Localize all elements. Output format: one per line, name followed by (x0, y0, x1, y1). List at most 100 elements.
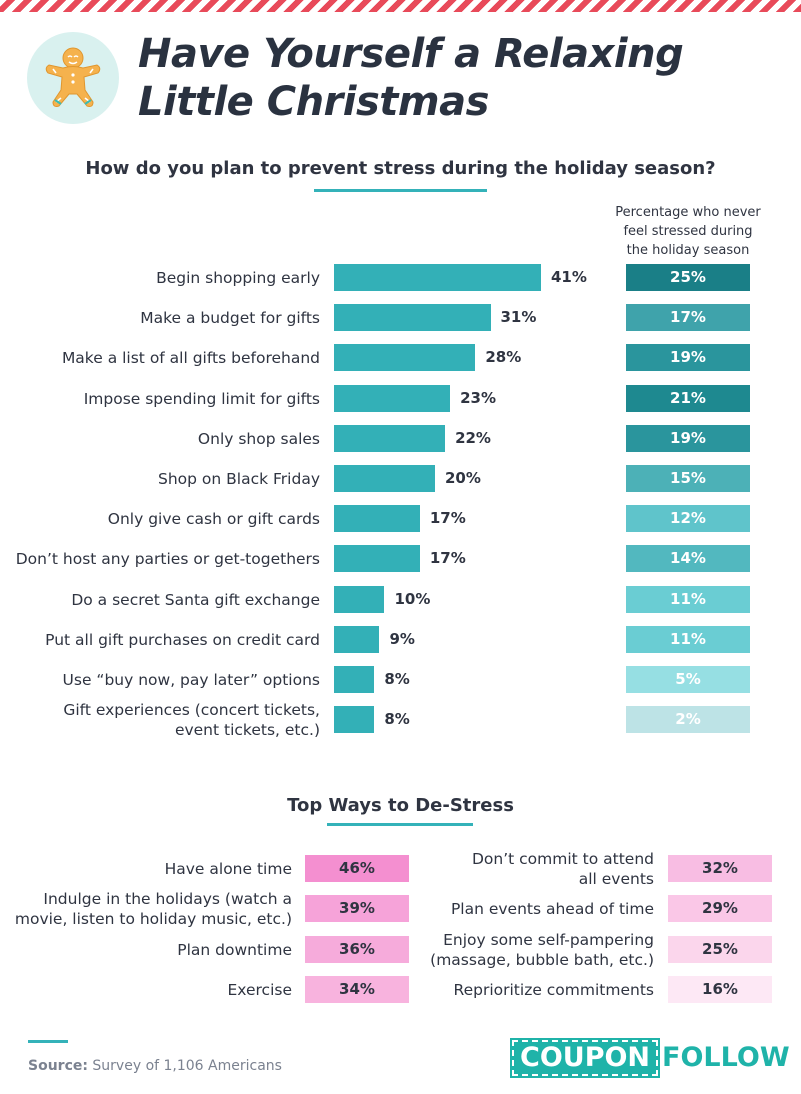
category-label: Only shop sales (198, 429, 320, 449)
category-label: Gift experiences (concert tickets, event … (63, 700, 320, 740)
destress-label-line: Have alone time (164, 859, 292, 878)
bar (334, 344, 476, 371)
never-stressed-value: 12% (626, 505, 750, 532)
brand-coupon: COUPON (509, 1038, 661, 1078)
never-stressed-value: 19% (626, 344, 750, 371)
subtitle-underline (314, 189, 487, 192)
destress-value: 34% (305, 976, 409, 1003)
category-label: Begin shopping early (156, 268, 320, 288)
bar (334, 706, 375, 733)
bar (334, 545, 420, 572)
never-stressed-value: 15% (626, 465, 750, 492)
category-label-line: Impose spending limit for gifts (83, 389, 320, 408)
bar (334, 385, 451, 412)
category-label: Make a budget for gifts (140, 308, 320, 328)
category-label-line: Shop on Black Friday (158, 469, 320, 488)
couponfollow-logo: COUPON FOLLOW (509, 1038, 790, 1078)
gingerbread-man-icon (45, 47, 101, 107)
title-line-1: Have Yourself a Relaxing (138, 31, 684, 77)
destress-value: 46% (305, 855, 409, 882)
never-stressed-value: 2% (626, 706, 750, 733)
destress-label-line: Exercise (227, 980, 293, 999)
destress-label-line: Plan events ahead of time (450, 899, 654, 918)
category-label-line: Do a secret Santa gift exchange (71, 590, 320, 609)
category-label: Shop on Black Friday (158, 469, 320, 489)
never-stressed-value: 21% (626, 385, 750, 412)
bar-value-label: 28% (485, 348, 522, 366)
category-label-line: Gift experiences (concert tickets, (63, 700, 320, 719)
never-stressed-value: 11% (626, 586, 750, 613)
never-stressed-value: 25% (626, 264, 750, 291)
right-header-line-2: feel stressed during (623, 224, 753, 239)
destress-label: Exercise (228, 980, 293, 1000)
bar-value-label: 23% (460, 389, 497, 407)
category-label: Put all gift purchases on credit card (45, 630, 320, 650)
right-column-header: Percentage who never feel stressed durin… (606, 203, 770, 260)
destress-label: Plan downtime (177, 940, 292, 960)
destress-underline (327, 823, 473, 826)
page-title: Have Yourself a Relaxing Little Christma… (138, 30, 758, 126)
bar (334, 304, 491, 331)
bar (334, 666, 375, 693)
bar-value-label: 8% (384, 670, 410, 688)
source-label: Source: (28, 1058, 88, 1074)
category-label-line: Don’t host any parties or get-togethers (15, 549, 320, 568)
bar-value-label: 22% (455, 429, 491, 447)
destress-label-line: Plan downtime (177, 940, 292, 959)
destress-value: 29% (668, 895, 772, 922)
category-label-line: Begin shopping early (156, 268, 320, 287)
category-label-line: Make a list of all gifts beforehand (61, 348, 320, 367)
chart-subtitle: How do you plan to prevent stress during… (85, 158, 716, 179)
right-header-line-3: the holiday season (626, 243, 750, 258)
source-text: Survey of 1,106 Americans (87, 1058, 282, 1074)
destress-label-line: all events (578, 869, 654, 888)
destress-value: 32% (668, 855, 772, 882)
destress-label: Indulge in the holidays (watch a movie, l… (15, 889, 292, 929)
never-stressed-value: 19% (626, 425, 750, 452)
destress-label-line: movie, listen to holiday music, etc.) (14, 909, 292, 928)
candy-stripe-border (0, 0, 801, 12)
bar-value-label: 10% (394, 590, 431, 608)
category-label-line: event tickets, etc.) (174, 720, 320, 739)
category-label: Use “buy now, pay later” options (63, 670, 320, 690)
bar-value-label: 17% (429, 509, 466, 527)
bar-value-label: 17% (429, 549, 466, 567)
category-label-line: Use “buy now, pay later” options (62, 670, 320, 689)
bar-value-label: 8% (384, 710, 410, 728)
bar-value-label: 9% (389, 630, 415, 648)
title-line-2: Little Christmas (138, 79, 489, 125)
destress-label: Plan events ahead of time (451, 899, 654, 919)
bar-value-label: 41% (551, 268, 587, 286)
category-label: Do a secret Santa gift exchange (71, 590, 320, 610)
destress-label: Reprioritize commitments (454, 980, 654, 1000)
bar-value-label: 31% (500, 308, 537, 326)
never-stressed-value: 5% (626, 666, 750, 693)
destress-value: 39% (305, 895, 409, 922)
destress-label-line: Don’t commit to attend (471, 849, 654, 868)
source-note: Source: Survey of 1,106 Americans (28, 1058, 282, 1074)
bar (334, 586, 385, 613)
right-header-line-1: Percentage who never (615, 205, 761, 220)
category-label: Make a list of all gifts beforehand (62, 348, 320, 368)
category-label: Don’t host any parties or get-togethers (16, 549, 320, 569)
source-accent-line (28, 1040, 68, 1043)
destress-value: 36% (305, 936, 409, 963)
destress-label: Have alone time (165, 859, 292, 879)
destress-label-line: Enjoy some self-pampering (443, 930, 654, 949)
bar (334, 264, 541, 291)
category-label: Only give cash or gift cards (108, 509, 320, 529)
logo-badge (27, 32, 119, 124)
destress-label-line: (massage, bubble bath, etc.) (430, 950, 654, 969)
category-label-line: Put all gift purchases on credit card (45, 630, 320, 649)
destress-label: Don’t commit to attend all events (472, 849, 654, 889)
destress-title: Top Ways to De-Stress (287, 795, 514, 816)
destress-label: Enjoy some self-pampering (massage, bubbl… (430, 930, 654, 970)
bar (334, 505, 420, 532)
never-stressed-value: 11% (626, 626, 750, 653)
bar-value-label: 20% (444, 469, 481, 487)
never-stressed-value: 17% (626, 304, 750, 331)
category-label-line: Only give cash or gift cards (107, 509, 320, 528)
bar (334, 465, 435, 492)
category-label-line: Make a budget for gifts (140, 308, 320, 327)
category-label-line: Only shop sales (197, 429, 320, 448)
